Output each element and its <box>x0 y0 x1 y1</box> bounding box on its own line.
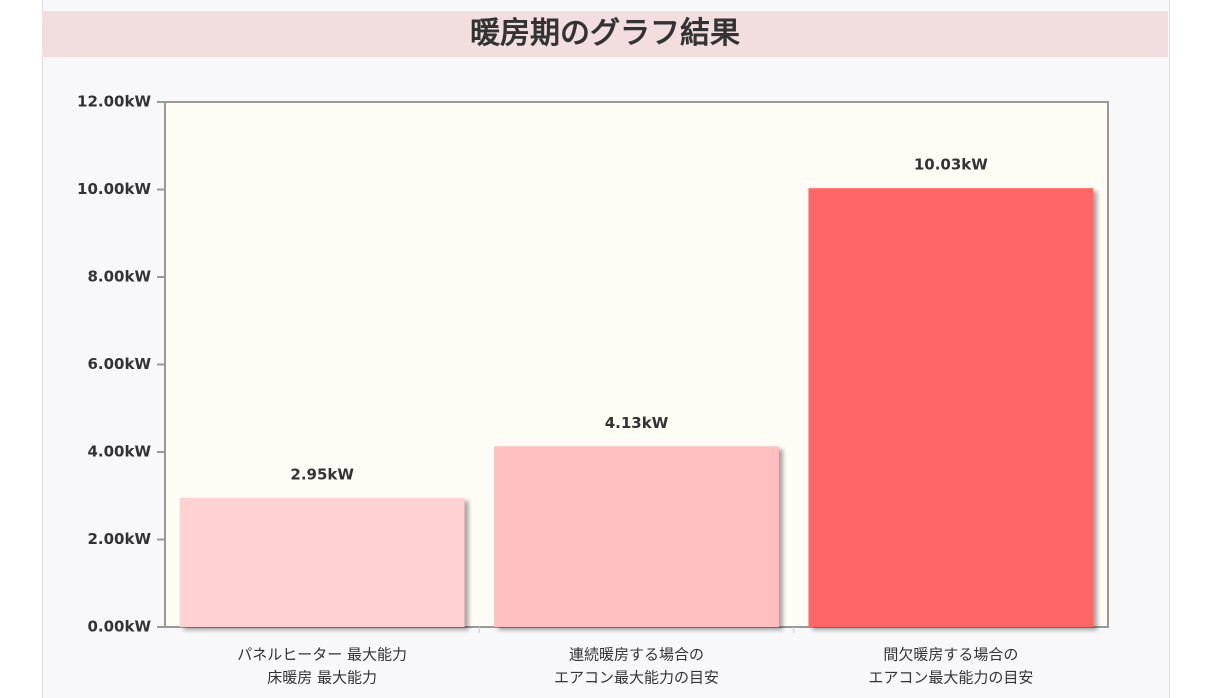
y-tick-label: 10.00kW <box>77 180 151 198</box>
value-label: 10.03kW <box>914 156 988 174</box>
chart-title: 暖房期のグラフ結果 <box>42 11 1168 57</box>
x-tick-label: エアコン最大能力の目安 <box>868 669 1033 687</box>
x-tick-label: エアコン最大能力の目安 <box>554 669 719 687</box>
y-tick-label: 4.00kW <box>87 443 151 461</box>
y-tick-label: 8.00kW <box>87 268 151 286</box>
value-label: 2.95kW <box>290 465 354 483</box>
x-tick-label: 連続暖房する場合の <box>569 646 704 664</box>
bar <box>494 446 779 627</box>
x-tick-label: 間欠暖房する場合の <box>883 646 1018 664</box>
x-tick-label: パネルヒーター 最大能力 <box>237 646 407 664</box>
bar <box>808 188 1094 627</box>
y-tick-label: 0.00kW <box>87 618 151 636</box>
x-tick-label: 床暖房 最大能力 <box>267 669 377 687</box>
bar <box>179 497 465 627</box>
y-tick-label: 6.00kW <box>87 355 151 373</box>
y-tick-label: 12.00kW <box>77 93 151 111</box>
value-label: 4.13kW <box>605 414 669 432</box>
y-tick-label: 2.00kW <box>87 530 151 548</box>
